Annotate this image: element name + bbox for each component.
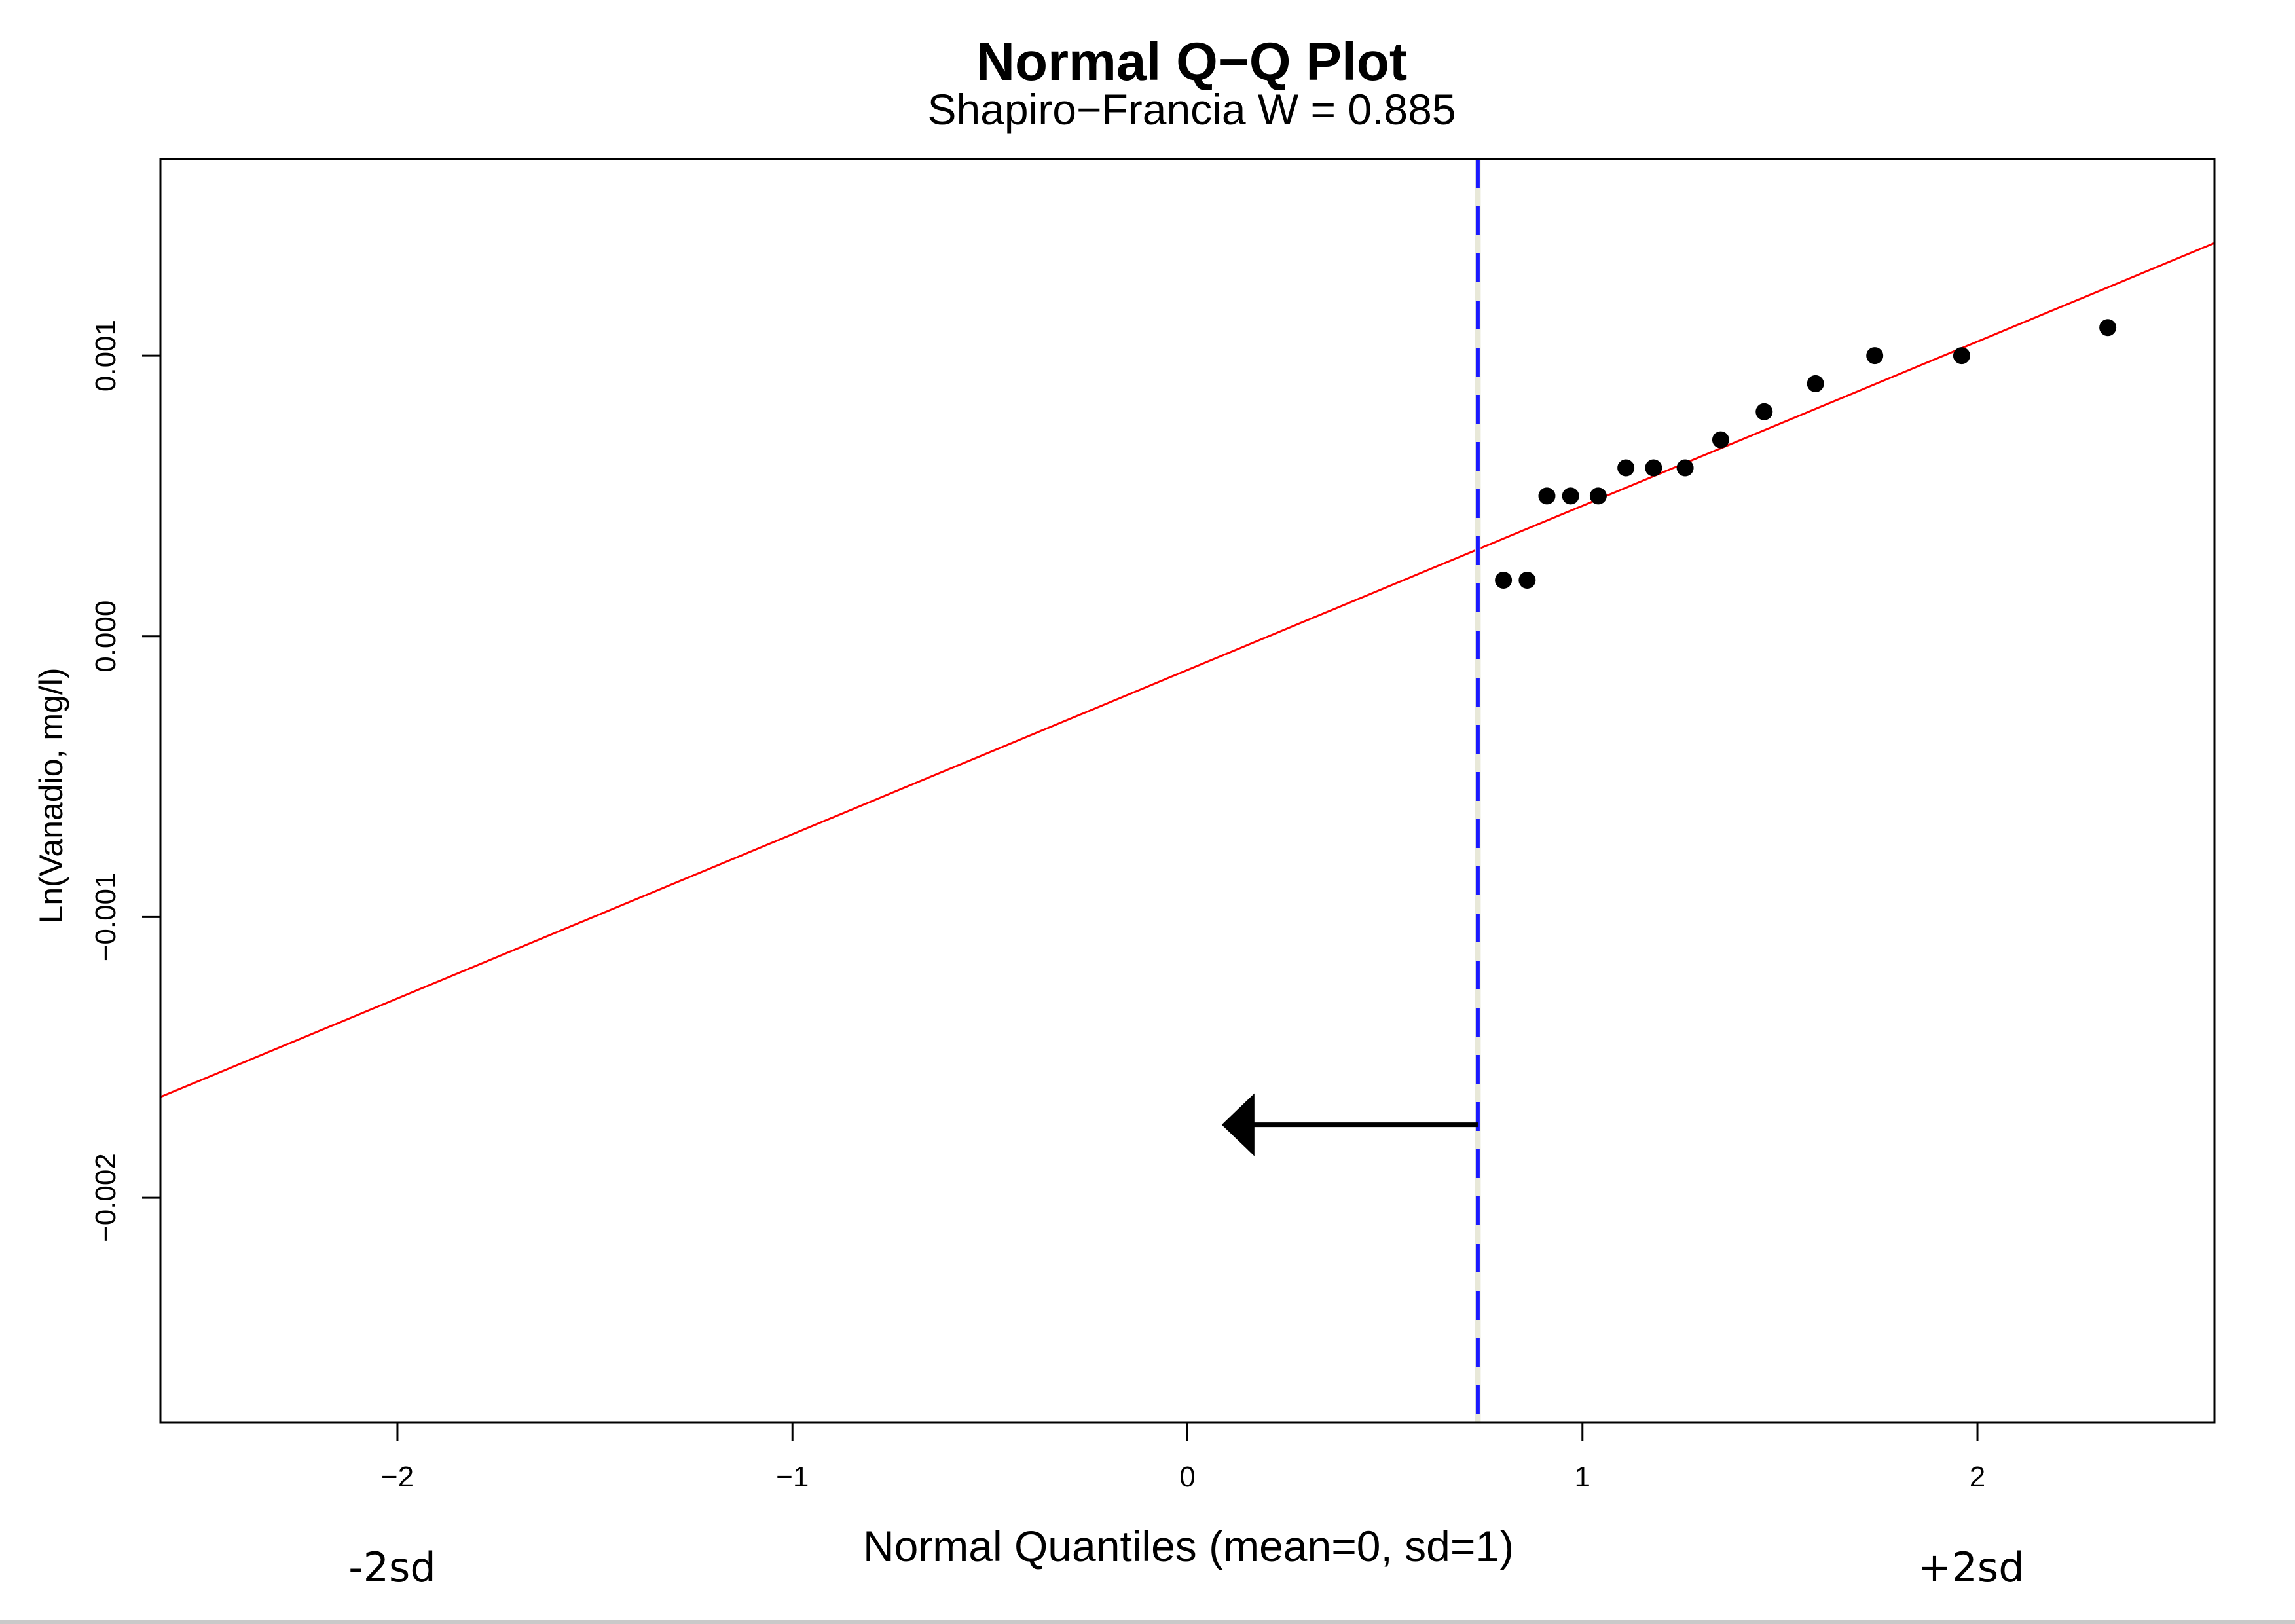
bottom-divider — [0, 1620, 2295, 1624]
plot-frame — [159, 158, 2216, 1424]
annotation-plus-2sd: +2sd — [1918, 1543, 2025, 1591]
data-point — [2099, 319, 2117, 337]
chart-title: Normal Q−Q Plot — [976, 32, 1407, 92]
data-point — [1866, 347, 1884, 365]
y-tick-label: 0.001 — [90, 320, 122, 392]
x-tick-label: −2 — [381, 1461, 414, 1493]
chart-subtitle: Shapiro−Francia W = 0.885 — [927, 85, 1456, 134]
x-tick-label: 1 — [1575, 1461, 1590, 1493]
x-tick-label: 2 — [1970, 1461, 1985, 1493]
y-tick-label: −0.001 — [90, 872, 122, 961]
y-tick-label: 0.000 — [90, 600, 122, 673]
data-point — [1712, 431, 1729, 449]
data-point — [1518, 572, 1536, 589]
data-point — [1676, 459, 1694, 477]
x-axis-label: Normal Quantiles (mean=0, sd=1) — [863, 1522, 1514, 1570]
y-tick-label: −0.002 — [90, 1153, 122, 1242]
data-point — [1617, 459, 1635, 477]
data-point — [1807, 375, 1824, 392]
data-point — [1589, 487, 1607, 505]
plot-area: −2 −1 0 1 2 −0.002 −0.001 0.000 0.001 — [90, 158, 2216, 1493]
x-tick-label: −1 — [776, 1461, 809, 1493]
data-point — [1755, 403, 1773, 420]
y-axis-label: Ln(Vanadio, mg/l) — [33, 668, 69, 924]
data-point — [1953, 347, 1970, 365]
reference-line — [160, 242, 2214, 1098]
data-point — [1645, 459, 1662, 477]
data-point — [1495, 572, 1513, 589]
arrow-head — [1221, 1093, 1255, 1156]
x-tick-label: 0 — [1179, 1461, 1195, 1493]
data-point — [1562, 487, 1579, 505]
data-point — [1538, 487, 1556, 505]
annotation-minus-2sd: -2sd — [348, 1543, 435, 1591]
